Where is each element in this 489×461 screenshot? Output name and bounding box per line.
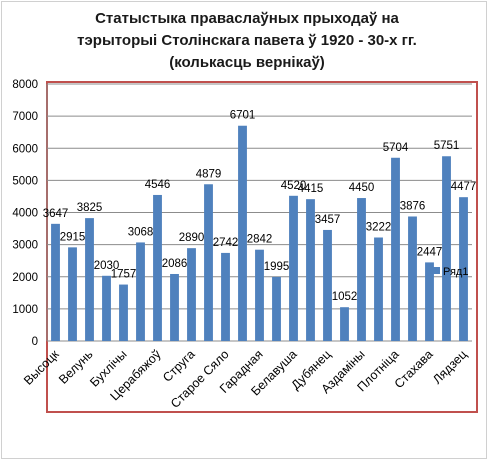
data-label: 2915 bbox=[60, 231, 86, 243]
bar bbox=[425, 262, 434, 341]
data-label: 3068 bbox=[128, 226, 154, 238]
bar bbox=[51, 223, 60, 341]
y-tick-label: 8000 bbox=[12, 79, 38, 91]
data-label: 1757 bbox=[111, 269, 137, 281]
data-label: 3876 bbox=[400, 200, 426, 212]
bar bbox=[459, 197, 468, 341]
data-label: 5751 bbox=[434, 140, 460, 152]
data-label: 2842 bbox=[247, 234, 273, 246]
bar bbox=[85, 218, 94, 341]
bar bbox=[306, 199, 315, 341]
bar bbox=[221, 252, 230, 341]
bar bbox=[119, 284, 128, 341]
data-label: 3647 bbox=[43, 208, 69, 220]
chart-title-line-1: Статыстыка праваслаўных прыходаў на bbox=[95, 10, 399, 27]
bar bbox=[391, 157, 400, 341]
bar bbox=[408, 216, 417, 341]
bar bbox=[323, 229, 332, 341]
chart-title-line-2: тэрыторыі Столінскага павета ў 1920 - 30… bbox=[77, 32, 417, 49]
bar bbox=[153, 194, 162, 341]
data-label: 2030 bbox=[94, 260, 120, 272]
data-label: 3825 bbox=[77, 202, 103, 214]
data-label: 3457 bbox=[315, 214, 341, 226]
data-label: 2890 bbox=[179, 232, 205, 244]
bar bbox=[238, 125, 247, 341]
data-label: 3222 bbox=[366, 221, 392, 233]
data-label: 4415 bbox=[298, 183, 324, 195]
data-label: 1052 bbox=[332, 291, 358, 303]
y-tick-label: 2000 bbox=[12, 272, 38, 284]
bar bbox=[102, 275, 111, 341]
data-label: 2447 bbox=[417, 246, 443, 258]
data-label: 4879 bbox=[196, 168, 222, 180]
bar bbox=[442, 156, 451, 341]
data-label: 5704 bbox=[383, 142, 409, 154]
data-label: 1995 bbox=[264, 261, 290, 273]
y-tick-label: 4000 bbox=[12, 208, 38, 220]
bar bbox=[170, 273, 179, 341]
y-tick-label: 7000 bbox=[12, 111, 38, 123]
data-label: 2086 bbox=[162, 258, 188, 270]
bar bbox=[289, 195, 298, 341]
legend-label: Ряд1 bbox=[443, 266, 468, 278]
bar bbox=[272, 276, 281, 341]
y-tick-label: 1000 bbox=[12, 304, 38, 316]
x-tick-label: Высоцк bbox=[21, 347, 62, 388]
data-label: 4450 bbox=[349, 182, 375, 194]
bar bbox=[187, 248, 196, 341]
data-label: 2742 bbox=[213, 237, 239, 249]
y-tick-label: 3000 bbox=[12, 240, 38, 252]
data-label: 6701 bbox=[230, 110, 256, 122]
bar bbox=[204, 184, 213, 341]
data-label: 4520 bbox=[281, 180, 307, 192]
bar bbox=[340, 307, 349, 341]
x-tick-label: Стахава bbox=[392, 347, 436, 391]
bar bbox=[374, 237, 383, 341]
y-tick-label: 6000 bbox=[12, 143, 38, 155]
bar bbox=[255, 249, 264, 341]
x-tick-label: Лядзец bbox=[430, 347, 470, 387]
chart-title-line-3: (колькасць вернікаў) bbox=[169, 54, 325, 71]
legend-swatch bbox=[433, 267, 440, 274]
y-tick-label: 0 bbox=[32, 336, 38, 348]
bar bbox=[357, 198, 366, 341]
bar bbox=[136, 242, 145, 341]
bar bbox=[68, 247, 77, 341]
data-label: 4477 bbox=[451, 181, 477, 193]
data-label: 4546 bbox=[145, 179, 171, 191]
y-tick-label: 5000 bbox=[12, 175, 38, 187]
